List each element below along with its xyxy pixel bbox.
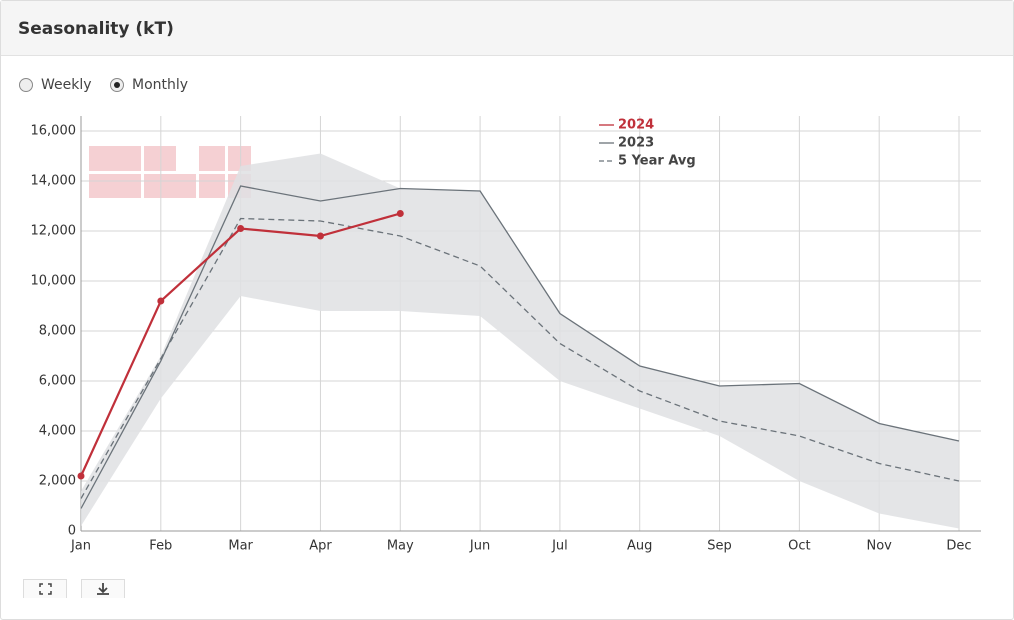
data-point xyxy=(237,225,245,232)
y-tick-label: 0 xyxy=(68,524,76,539)
fullscreen-button[interactable] xyxy=(23,579,67,598)
download-button[interactable] xyxy=(81,579,125,598)
range-band xyxy=(81,153,959,529)
y-tick-label: 14,000 xyxy=(31,174,77,189)
panel-header: Seasonality (kT) xyxy=(1,1,1013,56)
x-tick-label: Mar xyxy=(228,539,253,554)
watermark xyxy=(89,146,251,198)
x-tick-label: Sep xyxy=(707,539,732,554)
data-point xyxy=(77,472,85,480)
x-tick-label: Jul xyxy=(551,539,568,554)
x-tick-label: Dec xyxy=(946,539,971,554)
y-tick-label: 6,000 xyxy=(39,374,76,389)
panel-title: Seasonality (kT) xyxy=(18,19,174,39)
data-point xyxy=(157,297,165,305)
radio-label: Monthly xyxy=(131,77,189,93)
x-tick-label: May xyxy=(387,539,414,554)
icon xyxy=(39,583,52,595)
radio-dot[interactable] xyxy=(109,78,124,92)
x-tick-label: Aug xyxy=(627,539,652,554)
legend-label: 2023 xyxy=(618,136,654,151)
series-line xyxy=(80,185,960,509)
icon xyxy=(97,583,109,595)
x-tick-label: Jan xyxy=(70,539,91,554)
radio-weekly[interactable]: Weekly xyxy=(19,77,92,93)
legend-label: 2024 xyxy=(618,118,654,133)
y-tick-label: 12,000 xyxy=(31,224,77,239)
data-point xyxy=(396,210,404,217)
data-point xyxy=(316,232,324,240)
x-tick-label: Nov xyxy=(866,539,892,554)
x-tick-label: Jun xyxy=(469,539,490,554)
legend-label: 5 Year Avg xyxy=(618,154,696,169)
x-tick-label: Oct xyxy=(788,539,810,554)
y-tick-label: 16,000 xyxy=(31,124,77,139)
view-options: Weekly Monthly xyxy=(19,77,202,96)
x-tick-label: Feb xyxy=(149,539,172,554)
radio-monthly[interactable]: Monthly xyxy=(109,77,189,93)
radio-dot[interactable] xyxy=(19,78,33,92)
y-tick-label: 10,000 xyxy=(31,274,77,289)
y-tick-label: 4,000 xyxy=(39,424,76,439)
y-tick-label: 8,000 xyxy=(39,324,76,339)
x-tick-label: Apr xyxy=(309,539,332,554)
y-tick-label: 2,000 xyxy=(39,474,76,489)
radio-label: Weekly xyxy=(41,77,92,93)
